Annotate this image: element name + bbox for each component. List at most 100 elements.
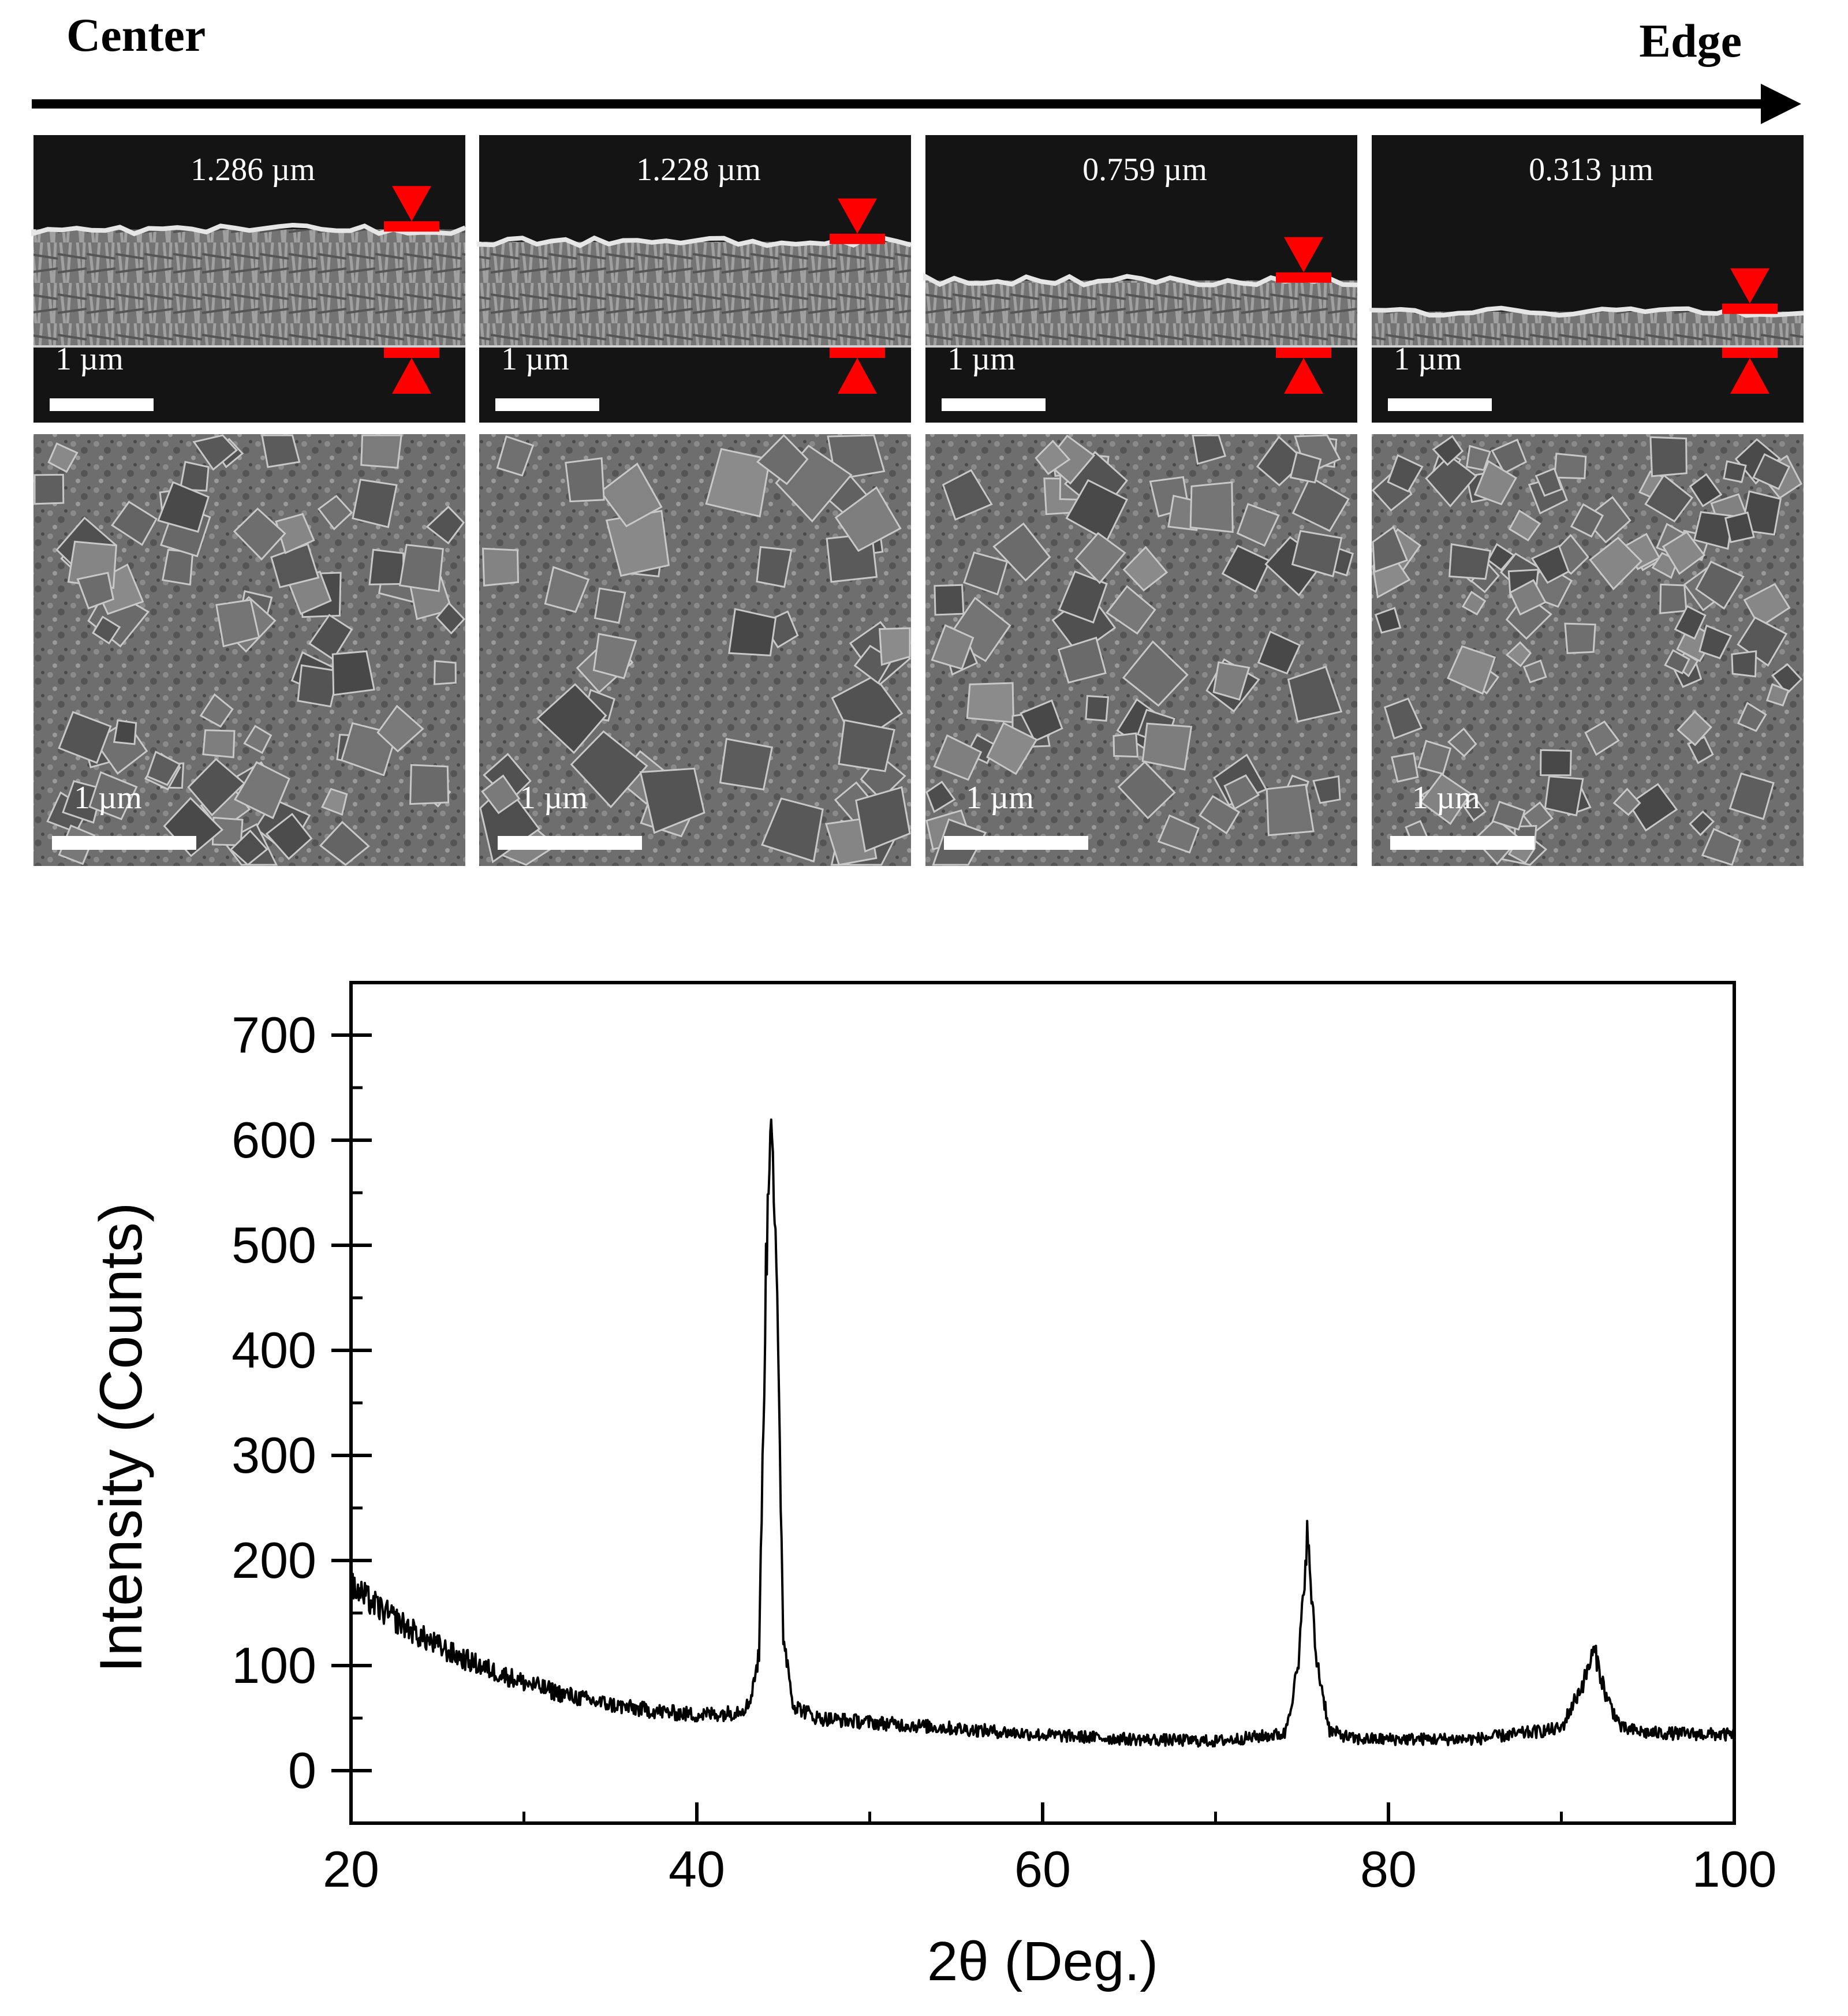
grain [1589, 536, 1643, 591]
grain [756, 546, 793, 588]
surface-scale-label: 1 µm [1412, 780, 1480, 816]
grain [992, 522, 1051, 582]
grain [756, 434, 809, 486]
cross-section-panel: 1.228 µm 1 µm [477, 135, 912, 423]
thickness-label: 1.286 µm [191, 152, 315, 188]
x-axis-label: 2θ (Deg.) [927, 1931, 1158, 1992]
x-tick-label: 60 [1014, 1840, 1071, 1898]
grain [92, 615, 121, 645]
thickness-marker-bottom [1284, 358, 1323, 394]
grain [1157, 814, 1200, 854]
grain [1236, 503, 1280, 547]
center-label: Center [66, 9, 206, 61]
grain [1540, 749, 1572, 776]
thickness-marker-top [1284, 237, 1323, 272]
grain [481, 774, 521, 815]
grain [925, 781, 956, 813]
grain [199, 693, 234, 728]
grain [425, 505, 465, 545]
grain [834, 486, 902, 552]
grain [215, 599, 260, 648]
grain [202, 729, 236, 759]
grain [157, 481, 210, 533]
grain [58, 711, 112, 764]
grain [319, 820, 370, 866]
surface-scale-bar [498, 836, 642, 850]
grain [1383, 697, 1423, 740]
cross-section-panel: 0.313 µm 1 µm [1369, 135, 1804, 423]
grain [229, 829, 268, 866]
grain [1085, 695, 1110, 722]
grain [1447, 727, 1477, 757]
grain [376, 704, 424, 753]
grain [1387, 454, 1424, 493]
thickness-marker-top-bar [1722, 303, 1778, 314]
xrd-series-line [350, 1118, 1735, 1748]
cross-scale-label: 1 µm [1394, 341, 1462, 377]
grain [1265, 783, 1315, 837]
grain [1465, 445, 1491, 471]
grain [934, 584, 965, 616]
grain [1432, 435, 1464, 466]
grain [1291, 529, 1343, 578]
grain [544, 566, 590, 613]
grain [570, 730, 648, 809]
grain [1771, 663, 1803, 695]
grain [187, 757, 246, 816]
thickness-marker-bottom [1730, 358, 1769, 394]
thickness-label: 1.228 µm [636, 152, 761, 188]
grain [1659, 583, 1688, 614]
grain [963, 551, 1009, 596]
grain [1417, 740, 1452, 775]
y-axis-label: Intensity (Counts) [88, 1203, 155, 1673]
grain [47, 442, 79, 473]
cross-scale-label: 1 µm [947, 341, 1016, 377]
y-tick-label: 200 [232, 1532, 316, 1589]
grain [1312, 775, 1341, 804]
surface-scale-bar [1390, 836, 1535, 850]
grain [1564, 622, 1596, 654]
grain [1766, 683, 1790, 707]
grain [1723, 460, 1747, 483]
grain [435, 602, 466, 635]
cross-scale-bar [942, 398, 1046, 411]
grain [1461, 591, 1487, 616]
grain [211, 816, 244, 846]
thickness-marker-bottom [838, 358, 877, 394]
grain [1664, 649, 1690, 675]
grain [1509, 578, 1547, 616]
thickness-marker-top-bar [1276, 272, 1331, 283]
grain [261, 434, 301, 468]
cross-section-panel: 1.286 µm 1 µm [31, 135, 466, 423]
y-tick-label: 600 [232, 1111, 316, 1168]
grain [233, 761, 290, 820]
grain [1035, 439, 1071, 475]
y-tick-label: 300 [232, 1427, 316, 1484]
grain [1544, 775, 1584, 817]
grain [1728, 772, 1775, 820]
xrd-chart: 20 40 60 80 100 0 100 200 300 400 500 600 700 2θ (Deg… [88, 981, 1776, 1992]
grain [879, 627, 911, 666]
grain [1737, 701, 1767, 732]
grain [1122, 640, 1189, 707]
grain [398, 543, 444, 592]
surface-scale-label: 1 µm [966, 780, 1034, 816]
grain [1522, 659, 1547, 684]
grain [1554, 453, 1587, 480]
grain [1375, 607, 1402, 634]
grain [719, 738, 774, 791]
grain [1287, 666, 1343, 723]
grain [728, 608, 777, 656]
grain [1372, 525, 1409, 573]
grain [1391, 752, 1419, 783]
grain [192, 434, 238, 471]
grain [368, 548, 405, 585]
grain [433, 660, 457, 685]
grain [1535, 467, 1563, 497]
thickness-marker-bottom-bar [1722, 348, 1778, 358]
thickness-marker-top [838, 198, 877, 234]
grain [966, 682, 1015, 723]
grain [1731, 650, 1757, 678]
grain [639, 767, 705, 834]
